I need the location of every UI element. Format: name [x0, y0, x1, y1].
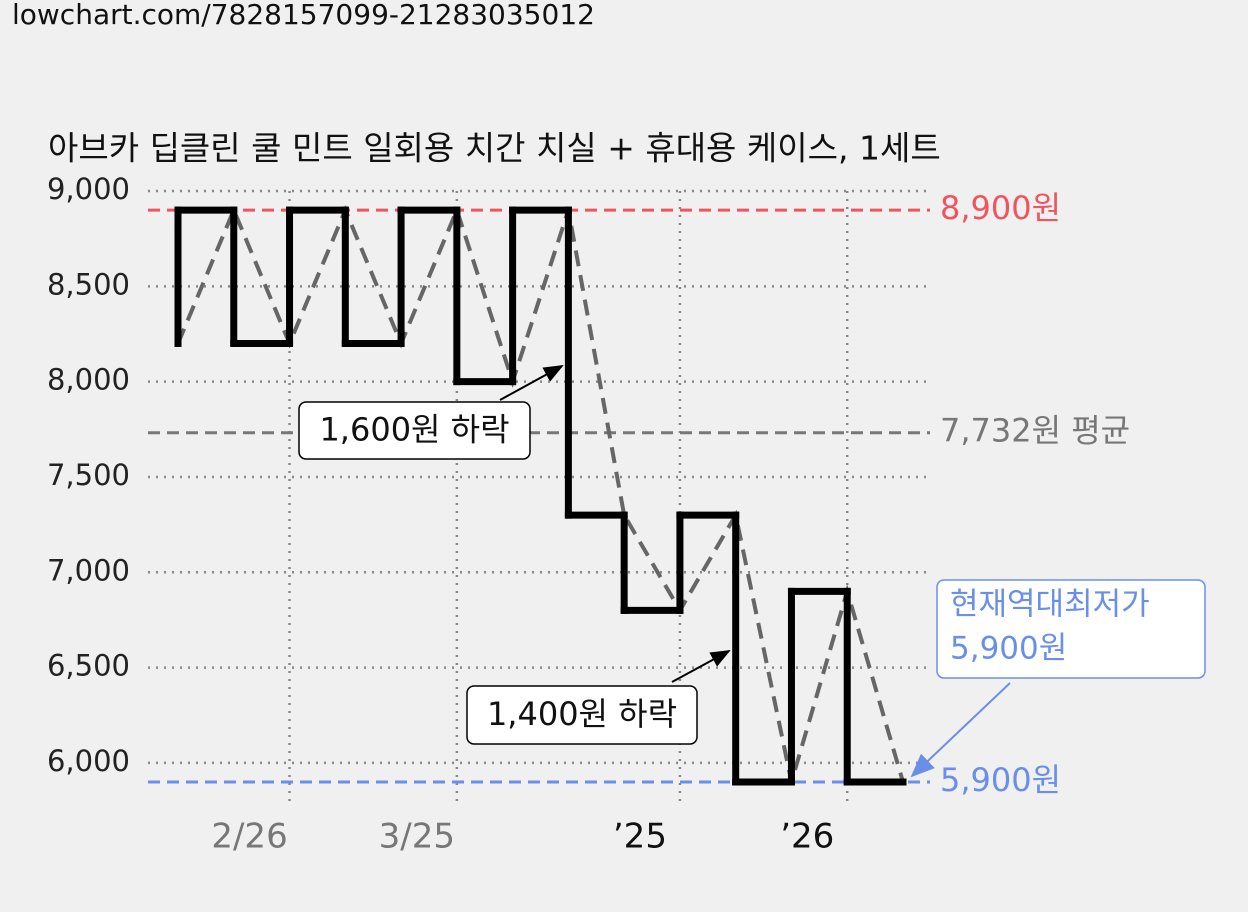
- y-tick-label: 7,000: [47, 553, 130, 587]
- reference-label: 8,900원: [940, 189, 1061, 227]
- callout-arrow: [910, 682, 1011, 778]
- chart-title: 아브카 딥클린 쿨 민트 일회용 치간 치실 + 휴대용 케이스, 1세트: [48, 129, 941, 168]
- annotation-text: 1,600원 하락: [319, 411, 509, 449]
- x-tick-label: 3/25: [379, 817, 455, 857]
- callout-box: [936, 579, 1206, 679]
- annotation-arrow: [499, 365, 564, 401]
- annotation-box: [466, 685, 698, 745]
- callout-text: 현재역대최저가: [950, 587, 1150, 623]
- x-tick-label: ’26: [780, 817, 834, 857]
- trend-line: [176, 204, 905, 783]
- y-tick-label: 6,000: [47, 744, 130, 778]
- x-tick-label: 2/26: [211, 817, 287, 857]
- y-tick-label: 9,000: [47, 172, 130, 206]
- annotation-text: 1,400원 하락: [487, 695, 677, 733]
- x-tick-label: ’25: [613, 817, 667, 857]
- y-tick-label: 8,000: [47, 363, 130, 397]
- url: lowchart.com/7828157099-21283035012: [12, 0, 595, 31]
- reference-label: 5,900원: [940, 761, 1061, 799]
- callout-text: 5,900원: [950, 631, 1067, 667]
- reference-label: 7,732원 평균: [940, 412, 1130, 450]
- y-tick-label: 6,500: [47, 649, 130, 683]
- y-tick-label: 8,500: [47, 267, 130, 301]
- y-tick-label: 7,500: [47, 458, 130, 492]
- series: [174, 204, 907, 786]
- annotation-box: [298, 401, 531, 460]
- annotation-arrow: [671, 650, 731, 683]
